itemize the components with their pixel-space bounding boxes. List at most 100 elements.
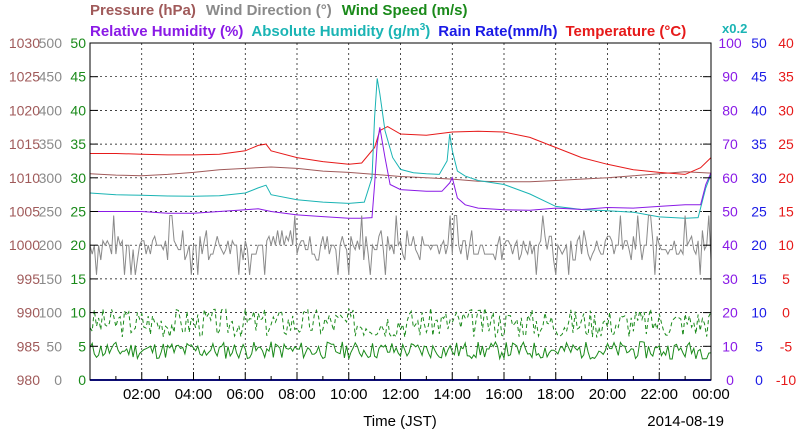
rain_rate-tick-label: 15 xyxy=(751,271,767,287)
relative_humidity-tick-label: 10 xyxy=(722,338,738,354)
temperature-tick-label: 15 xyxy=(778,204,794,220)
scale-note: x0.2 xyxy=(722,21,747,36)
temperature-tick-label: -10 xyxy=(776,372,796,388)
wind_speed-tick-label: 45 xyxy=(70,69,86,85)
wind_speed-tick-label: 35 xyxy=(70,136,86,152)
x-tick-label: 08:00 xyxy=(278,386,316,403)
x-tick-label: 14:00 xyxy=(433,386,471,403)
legend-item-6: Rain Rate(mm/h) xyxy=(438,23,557,40)
temperature-tick-label: 20 xyxy=(778,170,794,186)
temperature-tick-label: 30 xyxy=(778,102,794,118)
wind_direction-tick-label: 500 xyxy=(39,35,63,51)
pressure-tick-label: 1005 xyxy=(9,204,40,220)
wind_direction-tick-label: 0 xyxy=(54,372,62,388)
series-temperature xyxy=(90,126,712,175)
wind_direction-tick-label: 150 xyxy=(39,271,63,287)
x-axis-label: Time (JST) xyxy=(363,413,437,430)
wind_speed-tick-label: 25 xyxy=(70,204,86,220)
relative_humidity-tick-label: 40 xyxy=(722,237,738,253)
wind_direction-tick-label: 200 xyxy=(39,237,63,253)
pressure-tick-label: 1015 xyxy=(9,136,40,152)
pressure-tick-label: 1010 xyxy=(9,170,40,186)
pressure-tick-label: 995 xyxy=(17,271,41,287)
legend-item-5: Absolute Humidity (g/m3) xyxy=(251,22,430,40)
x-tick-label: 00:00 xyxy=(692,386,730,403)
relative_humidity-tick-label: 60 xyxy=(722,170,738,186)
legend: Pressure (hPa) Wind Direction (°) Wind Spe… xyxy=(90,2,747,40)
wind_speed-tick-label: 30 xyxy=(70,170,86,186)
x-tick-label: 18:00 xyxy=(537,386,575,403)
wind_speed-tick-label: 5 xyxy=(78,338,86,354)
wind_direction-tick-label: 250 xyxy=(39,204,63,220)
temperature-tick-label: 5 xyxy=(782,271,790,287)
pressure-tick-label: 1025 xyxy=(9,69,40,85)
wind_speed-tick-label: 20 xyxy=(70,237,86,253)
rain_rate-tick-label: 25 xyxy=(751,204,767,220)
pressure-tick-label: 985 xyxy=(17,338,41,354)
rain_rate-tick-label: 20 xyxy=(751,237,767,253)
series-wind-direction xyxy=(89,215,712,275)
wind_speed-tick-label: 50 xyxy=(70,35,86,51)
series-relative-humidity xyxy=(90,127,712,219)
legend-item-3: Wind Speed (m/s) xyxy=(342,2,468,19)
wind_direction-tick-label: 350 xyxy=(39,136,63,152)
series-wind-speed xyxy=(89,340,712,361)
date-label: 2014-08-19 xyxy=(647,413,724,430)
legend-item-4: Relative Humidity (%) xyxy=(90,23,243,40)
x-tick-label: 06:00 xyxy=(226,386,264,403)
rain_rate-tick-label: 45 xyxy=(751,69,767,85)
pressure-tick-label: 1000 xyxy=(9,237,40,253)
series-wind-gust xyxy=(89,307,712,339)
relative_humidity-tick-label: 70 xyxy=(722,136,738,152)
grid xyxy=(90,43,711,380)
x-tick-label: 12:00 xyxy=(382,386,420,403)
relative_humidity-tick-label: 20 xyxy=(722,305,738,321)
rain_rate-tick-label: 0 xyxy=(755,372,763,388)
legend-item-2: Wind Direction (°) xyxy=(206,2,332,19)
wind_speed-tick-label: 10 xyxy=(70,305,86,321)
relative_humidity-tick-label: 50 xyxy=(722,204,738,220)
pressure-tick-label: 980 xyxy=(17,372,41,388)
temperature-tick-label: -5 xyxy=(780,338,793,354)
x-tick-label: 16:00 xyxy=(485,386,523,403)
wind_direction-tick-label: 400 xyxy=(39,102,63,118)
wind_speed-tick-label: 15 xyxy=(70,271,86,287)
relative_humidity-tick-label: 90 xyxy=(722,69,738,85)
series-absolute-humidity xyxy=(89,78,712,219)
wind_direction-tick-label: 450 xyxy=(39,69,63,85)
temperature-tick-label: 25 xyxy=(778,136,794,152)
wind_speed-tick-label: 0 xyxy=(78,372,86,388)
x-tick-label: 20:00 xyxy=(589,386,627,403)
wind_direction-tick-label: 50 xyxy=(46,338,62,354)
relative_humidity-tick-label: 0 xyxy=(726,372,734,388)
x-tick-label: 10:00 xyxy=(330,386,368,403)
rain_rate-tick-label: 35 xyxy=(751,136,767,152)
relative_humidity-tick-label: 100 xyxy=(718,35,742,51)
wind_direction-tick-label: 300 xyxy=(39,170,63,186)
pressure-tick-label: 1020 xyxy=(9,102,40,118)
rain_rate-tick-label: 5 xyxy=(755,338,763,354)
legend-item-1: Pressure (hPa) xyxy=(90,2,196,19)
rain_rate-tick-label: 10 xyxy=(751,305,767,321)
temperature-tick-label: 0 xyxy=(782,305,790,321)
x-tick-label: 22:00 xyxy=(640,386,678,403)
series-pressure xyxy=(89,166,712,183)
pressure-tick-label: 990 xyxy=(17,305,41,321)
temperature-tick-label: 40 xyxy=(778,35,794,51)
x-tick-label: 02:00 xyxy=(123,386,161,403)
pressure-tick-label: 1030 xyxy=(9,35,40,51)
relative_humidity-tick-label: 30 xyxy=(722,271,738,287)
legend-item-7: Temperature (°C) xyxy=(565,23,686,40)
temperature-tick-label: 10 xyxy=(778,237,794,253)
temperature-tick-label: 35 xyxy=(778,69,794,85)
rain_rate-tick-label: 40 xyxy=(751,102,767,118)
axes: 1030102510201015101010051000995990985980… xyxy=(9,35,796,388)
wind_direction-tick-label: 100 xyxy=(39,305,63,321)
wind_speed-tick-label: 40 xyxy=(70,102,86,118)
rain_rate-tick-label: 30 xyxy=(751,170,767,186)
x-tick-label: 04:00 xyxy=(175,386,213,403)
rain_rate-tick-label: 50 xyxy=(751,35,767,51)
relative_humidity-tick-label: 80 xyxy=(722,102,738,118)
x-axis: 02:00 04:00 06:00 08:00 10:00 12:00 14:00 16:00… xyxy=(115,372,730,403)
